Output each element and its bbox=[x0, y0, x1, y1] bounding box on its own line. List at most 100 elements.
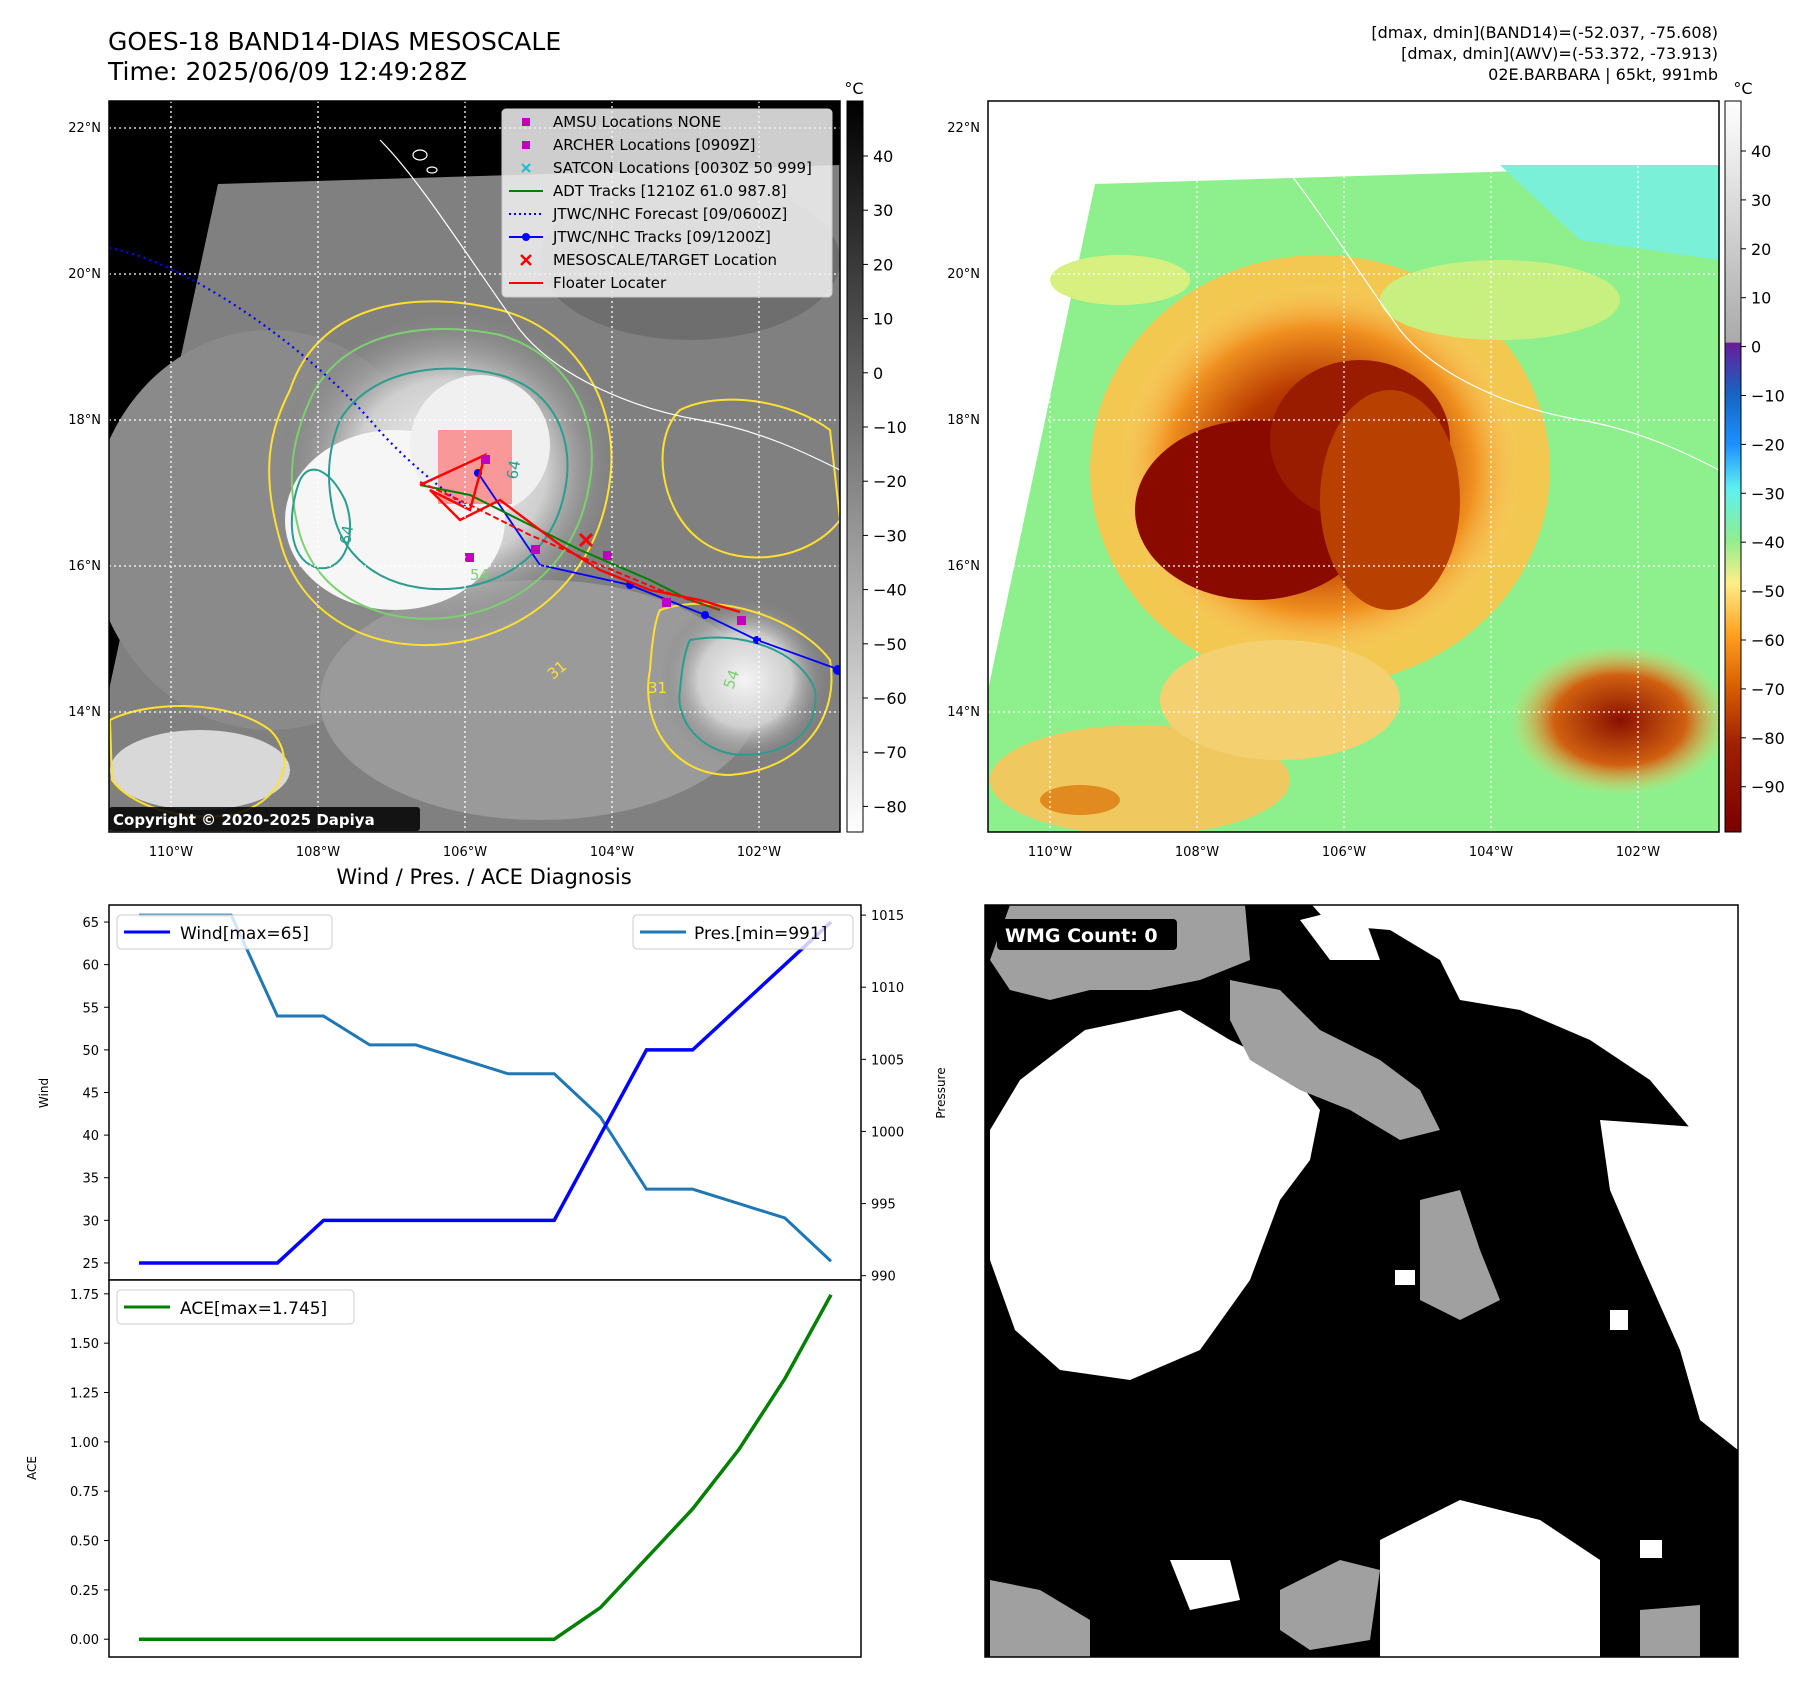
lon-tick-104: 104°W bbox=[590, 845, 634, 860]
colorbar-right-tick-label: 20 bbox=[1751, 240, 1771, 259]
ace-series-line bbox=[139, 1293, 833, 1641]
colorbar-left-tick-label: −70 bbox=[873, 743, 907, 762]
legend-label-satcon: SATCON Locations [0030Z 50 999] bbox=[553, 159, 812, 177]
colorbar-right-unit: °C bbox=[1733, 79, 1752, 98]
contour-label-54b: 54 bbox=[720, 667, 743, 691]
contour-label-64a: 64 bbox=[336, 524, 357, 546]
colorbar-right-tick-label: −10 bbox=[1751, 387, 1785, 406]
contour-label-54a: 54 bbox=[470, 566, 489, 584]
wind-pressure-plot: 65 60 55 50 45 40 35 30 25 1015 1010 1005 1000 995 990 bbox=[82, 909, 904, 1285]
colorbar-right-tick-label: −30 bbox=[1751, 484, 1785, 503]
colorbar-right-tick-label: 40 bbox=[1751, 142, 1771, 161]
legend-entry-floater: Floater Locater bbox=[509, 274, 667, 292]
colorbar-left-ticks: 40 30 20 10 0 −10 −20 −30 −40 −50 −60 −70 −80 bbox=[863, 147, 907, 816]
colorbar-right-tick-label: −60 bbox=[1751, 631, 1785, 650]
lat-tick-18-r: 18°N bbox=[947, 413, 980, 428]
ace-legend-label: ACE[max=1.745] bbox=[180, 1299, 327, 1319]
legend-entry-satcon: SATCON Locations [0030Z 50 999] bbox=[521, 159, 812, 177]
lat-tick-16: 16°N bbox=[68, 559, 101, 574]
pressure-tick-label: 990 bbox=[871, 1270, 896, 1285]
copyright-badge: Copyright © 2020-2025 Dapiya bbox=[109, 807, 420, 831]
ace-axis-label: ACE bbox=[25, 1456, 39, 1480]
colorbar-left-tick-label: −60 bbox=[873, 689, 907, 708]
legend-entry-adt: ADT Tracks [1210Z 61.0 987.8] bbox=[509, 182, 787, 200]
lon-tick-106: 106°W bbox=[443, 845, 487, 860]
lat-tick-22-r: 22°N bbox=[947, 121, 980, 136]
ace-legend: ACE[max=1.745] bbox=[116, 1289, 355, 1325]
legend-label-amsu: AMSU Locations NONE bbox=[553, 113, 721, 131]
pressure-legend: Pres.[min=991] bbox=[632, 914, 854, 950]
figure-title: GOES-18 BAND14-DIAS MESOSCALE bbox=[108, 27, 561, 56]
legend-label-adt: ADT Tracks [1210Z 61.0 987.8] bbox=[553, 182, 787, 200]
info-band14: [dmax, dmin](BAND14)=(-52.037, -75.608) bbox=[1371, 23, 1718, 42]
awv-colorbar: °C 40 30 20 10 0 −10 −20 −30 −40 −50 −60 −70 −80 −90 bbox=[1724, 79, 1785, 833]
left-map-lon-ticks: 110°W 108°W 106°W 104°W 102°W bbox=[149, 845, 781, 860]
wind-axis-label: Wind bbox=[37, 1078, 51, 1108]
ace-tick-label: 0.50 bbox=[70, 1535, 99, 1550]
colorbar-left-tick-label: −30 bbox=[873, 526, 907, 545]
pressure-axis-label: Pressure bbox=[934, 1067, 948, 1118]
legend-entry-forecast: JTWC/NHC Forecast [09/0600Z] bbox=[509, 205, 787, 223]
colorbar-left-tick-label: 30 bbox=[873, 201, 893, 220]
pressure-series-line bbox=[139, 913, 833, 1263]
lon-tick-108-r: 108°W bbox=[1175, 845, 1219, 860]
copyright-text: Copyright © 2020-2025 Dapiya bbox=[113, 811, 375, 829]
colorbar-left-tick-label: −40 bbox=[873, 581, 907, 600]
lon-tick-110-r: 110°W bbox=[1028, 845, 1072, 860]
colorbar-left-tick-label: −50 bbox=[873, 635, 907, 654]
wmg-count-label: WMG Count: 0 bbox=[1005, 925, 1158, 947]
map-legend: AMSU Locations NONE ARCHER Locations [09… bbox=[501, 108, 833, 298]
wind-tick-label: 60 bbox=[82, 959, 99, 974]
pressure-legend-label: Pres.[min=991] bbox=[694, 924, 827, 944]
right-map-lon-ticks: 110°W 108°W 106°W 104°W 102°W bbox=[1028, 845, 1660, 860]
colorbar-right-tick-label: −40 bbox=[1751, 533, 1785, 552]
info-storm: 02E.BARBARA | 65kt, 991mb bbox=[1488, 65, 1718, 84]
legend-label-tracks: JTWC/NHC Tracks [09/1200Z] bbox=[552, 228, 771, 246]
pressure-tick-label: 1000 bbox=[871, 1125, 904, 1140]
left-map-lat-ticks: 22°N 20°N 18°N 16°N 14°N bbox=[68, 121, 101, 720]
colorbar-left-tick-label: −10 bbox=[873, 418, 907, 437]
colorbar-right-tick-label: −50 bbox=[1751, 582, 1785, 601]
lat-tick-22: 22°N bbox=[68, 121, 101, 136]
legend-label-archer: ARCHER Locations [0909Z] bbox=[553, 136, 756, 154]
legend-entry-tracks: JTWC/NHC Tracks [09/1200Z] bbox=[509, 228, 771, 246]
wind-tick-label: 30 bbox=[82, 1214, 99, 1229]
lat-tick-20-r: 20°N bbox=[947, 267, 980, 282]
ace-tick-label: 0.75 bbox=[70, 1485, 99, 1500]
right-map-lat-ticks: 22°N 20°N 18°N 16°N 14°N bbox=[947, 121, 980, 720]
colorbar-right-tick-label: 0 bbox=[1751, 338, 1761, 357]
colorbar-left-tick-label: 10 bbox=[873, 310, 893, 329]
colorbar-right-tick-label: 10 bbox=[1751, 289, 1771, 308]
ace-tick-label: 0.00 bbox=[70, 1633, 99, 1648]
pressure-tick-label: 1010 bbox=[871, 981, 904, 996]
ace-chart: 1.75 1.50 1.25 1.00 0.75 0.50 0.25 0.00 ACE ACE… bbox=[25, 1279, 862, 1658]
wind-legend-label: Wind[max=65] bbox=[180, 924, 309, 944]
wind-pressure-chart: 65 60 55 50 45 40 35 30 25 1015 1010 1005 1000 995 990… bbox=[37, 904, 948, 1285]
wind-tick-label: 50 bbox=[82, 1044, 99, 1059]
contour-label-64b: 64 bbox=[503, 459, 524, 481]
pressure-tick-label: 1005 bbox=[871, 1053, 904, 1068]
ace-tick-label: 1.00 bbox=[70, 1436, 99, 1451]
wmg-panel: WMG Count: 0 bbox=[984, 904, 1739, 1658]
colorbar-right-ticks: 40 30 20 10 0 −10 −20 −30 −40 −50 −60 −70 −80 −90 bbox=[1741, 142, 1785, 797]
legend-entry-amsu: AMSU Locations NONE bbox=[522, 113, 721, 131]
wind-tick-label: 25 bbox=[82, 1257, 99, 1272]
wind-tick-label: 35 bbox=[82, 1172, 99, 1187]
legend-label-forecast: JTWC/NHC Forecast [09/0600Z] bbox=[552, 205, 787, 223]
band14-map-panel: 64 64 54 54 31 31 Copyright © 2020-2025 … bbox=[68, 100, 841, 860]
lon-tick-108: 108°W bbox=[296, 845, 340, 860]
colorbar-left-tick-label: 40 bbox=[873, 147, 893, 166]
legend-label-floater: Floater Locater bbox=[553, 274, 667, 292]
legend-entry-archer: ARCHER Locations [0909Z] bbox=[522, 136, 756, 154]
colorbar-right-tick-label: −20 bbox=[1751, 435, 1785, 454]
contour-label-31b: 31 bbox=[648, 679, 667, 697]
colorbar-left-tick-label: 0 bbox=[873, 364, 883, 383]
lon-tick-102: 102°W bbox=[737, 845, 781, 860]
colorbar-right-tick-label: 30 bbox=[1751, 191, 1771, 210]
lat-tick-18: 18°N bbox=[68, 413, 101, 428]
colorbar-left-tick-label: −80 bbox=[873, 797, 907, 816]
colorbar-right-tick-label: −80 bbox=[1751, 729, 1785, 748]
wind-tick-label: 40 bbox=[82, 1129, 99, 1144]
colorbar-right-tick-label: −90 bbox=[1751, 778, 1785, 797]
